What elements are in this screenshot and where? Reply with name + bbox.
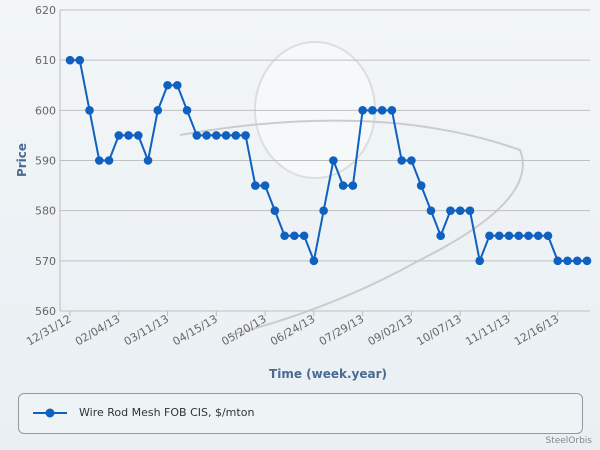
- data-point: [329, 156, 338, 165]
- data-point: [319, 206, 328, 215]
- data-point: [485, 231, 494, 241]
- data-point: [114, 131, 124, 140]
- y-tick-label: 590: [35, 155, 56, 168]
- data-point: [582, 256, 592, 266]
- x-tick-label: 11/11/13: [463, 312, 512, 348]
- x-tick-label: 05/20/13: [219, 312, 268, 348]
- data-point: [212, 131, 221, 140]
- data-point: [241, 131, 250, 140]
- data-point: [368, 106, 377, 115]
- data-point: [65, 55, 75, 65]
- data-point: [465, 206, 475, 215]
- data-point: [163, 80, 172, 90]
- data-point: [397, 156, 406, 165]
- data-point: [75, 55, 85, 65]
- data-point: [426, 206, 436, 215]
- data-point: [446, 206, 455, 215]
- x-tick-label: 03/11/13: [122, 312, 171, 348]
- y-axis-title: Price: [15, 143, 29, 177]
- x-tick-label: 06/24/13: [268, 312, 317, 348]
- data-point: [104, 156, 114, 165]
- data-point: [133, 131, 143, 140]
- data-point: [221, 131, 231, 140]
- data-point: [94, 156, 104, 165]
- legend-marker: [33, 408, 67, 418]
- data-point: [407, 156, 416, 165]
- data-point: [504, 231, 514, 241]
- data-point: [124, 131, 133, 140]
- data-point: [543, 231, 553, 241]
- data-point: [251, 181, 260, 190]
- credit-text: SteelOrbis: [545, 436, 592, 446]
- data-point: [202, 131, 211, 140]
- data-point: [524, 231, 533, 241]
- data-point: [514, 231, 524, 241]
- data-point: [455, 206, 465, 215]
- x-tick-label: 09/02/13: [366, 312, 415, 348]
- legend: Wire Rod Mesh FOB CIS, $/mton: [18, 393, 583, 434]
- data-point: [143, 156, 153, 165]
- data-point: [299, 231, 309, 241]
- x-tick-label: 12/16/13: [512, 312, 561, 348]
- y-tick-label: 560: [35, 305, 56, 318]
- data-point: [182, 106, 192, 115]
- data-point: [494, 231, 504, 241]
- data-point: [270, 206, 280, 215]
- data-point: [192, 131, 202, 140]
- x-tick-label: 04/15/13: [171, 312, 220, 348]
- legend-label[interactable]: Wire Rod Mesh FOB CIS, $/mton: [79, 406, 255, 419]
- data-point: [153, 106, 163, 115]
- data-point: [533, 231, 543, 241]
- data-point: [260, 181, 270, 190]
- data-point: [338, 181, 348, 190]
- data-point: [572, 256, 582, 266]
- x-axis-title: Time (week.year): [269, 367, 387, 381]
- data-point: [85, 106, 94, 115]
- y-tick-label: 610: [35, 54, 56, 67]
- data-point: [280, 231, 289, 241]
- y-tick-label: 570: [35, 255, 56, 268]
- data-point: [416, 181, 426, 190]
- data-point: [475, 256, 485, 266]
- data-point: [436, 231, 445, 241]
- data-point: [553, 256, 563, 266]
- data-point: [387, 106, 397, 115]
- x-tick-label: 10/07/13: [414, 312, 463, 348]
- data-point: [563, 256, 572, 266]
- data-point: [173, 80, 182, 90]
- x-tick-label: 02/04/13: [73, 312, 122, 348]
- y-tick-label: 600: [35, 104, 56, 117]
- y-tick-label: 580: [35, 205, 56, 218]
- data-point: [377, 106, 387, 115]
- x-tick-label: 07/29/13: [317, 312, 366, 348]
- data-point: [358, 106, 367, 115]
- data-point: [231, 131, 241, 140]
- data-point: [290, 231, 299, 241]
- data-point: [309, 256, 319, 266]
- y-tick-label: 620: [35, 4, 56, 17]
- data-point: [348, 181, 358, 190]
